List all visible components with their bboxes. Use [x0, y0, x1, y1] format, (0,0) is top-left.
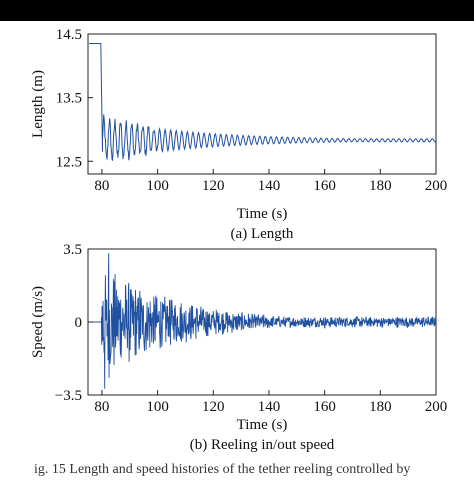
length-series-line: [89, 43, 436, 161]
speed-chart-caption: (b) Reeling in/out speed: [190, 437, 335, 453]
speed-x-axis: 80 100 120 140 160 180 200: [94, 390, 447, 415]
length-y-axis-label: Length (m): [30, 70, 46, 138]
speed-x-tick-label: 100: [146, 399, 169, 415]
speed-y-axis: −3.5 0 3.5: [55, 242, 93, 404]
length-x-tick-label: 180: [369, 178, 392, 194]
length-x-tick-label: 80: [94, 178, 109, 194]
speed-y-axis-label: Speed (m/s): [30, 286, 46, 358]
length-x-tick-label: 200: [425, 178, 448, 194]
speed-series-line: [89, 253, 437, 389]
length-x-axis-label: Time (s): [237, 206, 288, 222]
speed-y-tick-label: 3.5: [63, 242, 82, 258]
speed-x-tick-label: 120: [202, 399, 225, 415]
length-x-tick-label: 120: [202, 178, 225, 194]
length-chart-panel: 12.5 13.5 14.5 80 100 120 140 160 180 200 Time (…: [30, 27, 447, 242]
speed-x-tick-label: 180: [369, 399, 392, 415]
speed-x-tick-label: 160: [313, 399, 336, 415]
speed-y-tick-label: 0: [75, 315, 83, 331]
top-black-bar: [0, 0, 474, 21]
speed-x-tick-label: 200: [425, 399, 448, 415]
length-y-tick-label: 13.5: [56, 91, 82, 107]
figure-caption-fragment: ig. 15 Length and speed histories of the…: [34, 462, 411, 477]
length-x-axis: 80 100 120 140 160 180 200: [94, 169, 447, 194]
speed-x-tick-label: 140: [258, 399, 281, 415]
speed-y-tick-label: −3.5: [55, 388, 82, 404]
figure: 12.5 13.5 14.5 80 100 120 140 160 180 200 Time (…: [30, 27, 447, 453]
length-x-tick-label: 160: [313, 178, 336, 194]
length-x-tick-label: 100: [146, 178, 169, 194]
speed-x-axis-label: Time (s): [237, 417, 288, 433]
length-x-tick-label: 140: [258, 178, 281, 194]
speed-chart-panel: −3.5 0 3.5 80 100 120 140 160 180 200 Time (s) (…: [30, 242, 447, 453]
length-y-tick-label: 14.5: [56, 27, 82, 43]
speed-x-tick-label: 80: [94, 399, 109, 415]
length-y-axis: 12.5 13.5 14.5: [56, 27, 93, 170]
length-chart-caption: (a) Length: [231, 226, 294, 242]
length-plot-frame: [87, 33, 437, 175]
length-y-tick-label: 12.5: [56, 154, 82, 170]
